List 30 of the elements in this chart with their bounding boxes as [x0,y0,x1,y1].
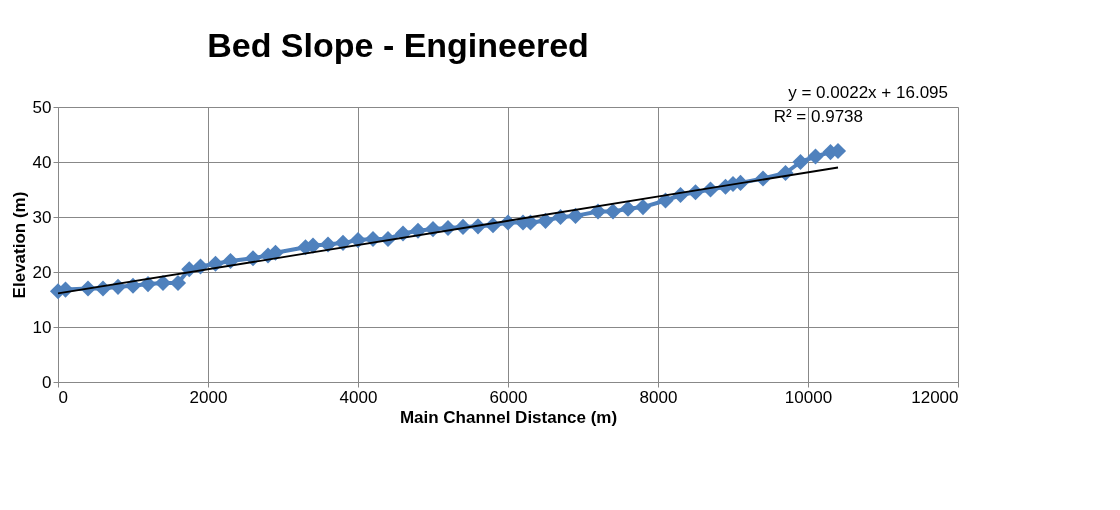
x-tick-label: 0 [58,387,68,407]
text: y = 0.0022x + 16.095 [788,83,948,102]
point [537,212,554,229]
point [619,200,637,217]
point [567,207,584,224]
point [657,192,674,209]
point [139,276,157,293]
x-tick-label: 10000 [784,387,833,407]
x-tick-label: 8000 [639,387,678,407]
point [807,148,824,165]
point [334,234,352,251]
x-tick-label: 4000 [339,387,378,407]
point [792,153,809,171]
point [634,199,652,216]
x-tick-label: 6000 [489,387,528,407]
y-tick-label: 50 [32,97,52,117]
y-tick-label: 0 [42,372,52,392]
chart-title: Bed Slope - Engineered [207,26,589,64]
y-tick-label: 10 [32,317,52,337]
y-tick-label: 20 [32,262,52,282]
point [409,222,427,239]
x-axis-title: Main Channel Distance (m) [399,407,618,427]
y-axis-title: Elevation (m) [9,191,29,299]
y-tick-label: 40 [32,152,52,172]
y-tick-label: 30 [32,207,52,227]
x-tick-label: 12000 [911,387,959,407]
point [319,236,337,253]
annotation: R² = 0.9738 [773,107,863,126]
x-tick-label: 2000 [189,387,228,407]
point [604,203,622,220]
